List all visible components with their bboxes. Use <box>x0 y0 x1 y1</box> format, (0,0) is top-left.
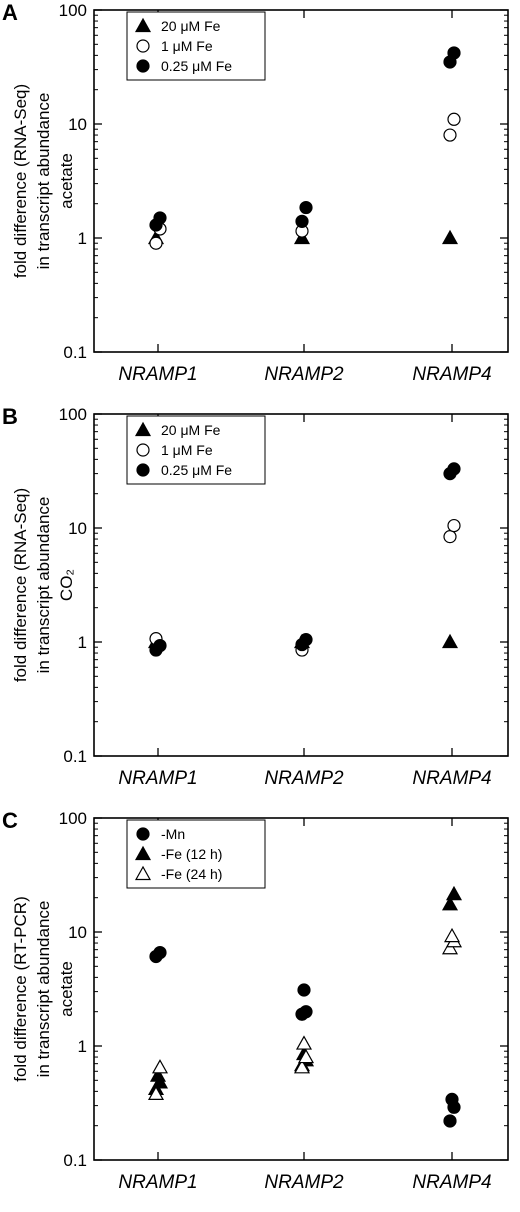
legend-label: 1 μM Fe <box>161 38 213 54</box>
data-point <box>297 983 311 997</box>
data-point <box>153 211 167 225</box>
data-point <box>447 112 461 126</box>
data-point <box>445 885 463 901</box>
y-tick-label: 100 <box>59 1 87 20</box>
legend-label: -Fe (12 h) <box>161 846 222 862</box>
legend-label: -Fe (24 h) <box>161 866 222 882</box>
chart-panel-c: C 0.1 1 10 100 NRAMP1 NRAMP2 NRAMP4 fold differe… <box>0 808 520 1212</box>
y-tick-label: 100 <box>59 405 87 424</box>
data-point <box>149 236 163 250</box>
data-point <box>299 200 313 215</box>
legend-label: -Mn <box>161 826 185 842</box>
data-point <box>293 1059 311 1074</box>
data-point <box>447 46 461 60</box>
data-point <box>443 927 461 943</box>
data-point <box>447 462 461 476</box>
data-point <box>295 1035 313 1050</box>
y-tick-label: 10 <box>68 115 87 134</box>
plot-frame <box>93 9 509 353</box>
chart-svg-a: A 0.1 1 10 100 NRAMP1 NRAMP2 NRAMP4 fold differe… <box>2 0 509 385</box>
data-point <box>151 1059 169 1074</box>
data-point <box>443 128 457 142</box>
legend-marker <box>136 443 150 457</box>
y-axis-title-line: in transcript abundance <box>34 497 53 674</box>
legend-marker <box>134 17 152 33</box>
legend-label: 0.25 μM Fe <box>161 58 232 74</box>
x-category-label: NRAMP4 <box>412 768 491 789</box>
chart-panel-a: A 0.1 1 10 100 NRAMP1 NRAMP2 NRAMP4 fold differe… <box>0 0 520 404</box>
data-point <box>147 1085 165 1101</box>
legend-label: 1 μM Fe <box>161 442 213 458</box>
chart-panel-b: B 0.1 1 10 100 NRAMP1 NRAMP2 NRAMP4 fold differe… <box>0 404 520 808</box>
y-axis-title-line: fold difference (RNA-Seq) <box>11 84 30 278</box>
legend-label: 20 μM Fe <box>161 422 221 438</box>
data-point <box>443 1114 457 1128</box>
y-axis-title-line: in transcript abundance <box>34 93 53 270</box>
legend-box <box>126 415 266 485</box>
legend-marker <box>136 463 150 477</box>
legend-label: 20 μM Fe <box>161 18 221 34</box>
y-tick-label: 10 <box>68 923 87 942</box>
data-point <box>149 1067 167 1082</box>
data-point <box>441 229 459 245</box>
data-point <box>299 1005 313 1019</box>
y-tick-label: 0.1 <box>63 1151 87 1170</box>
y-tick-label: 10 <box>68 519 87 538</box>
legend-box <box>126 819 266 889</box>
plot-frame <box>93 413 509 757</box>
x-category-label: NRAMP2 <box>264 1172 344 1193</box>
data-point <box>441 940 459 955</box>
data-point <box>299 632 313 647</box>
x-category-label: NRAMP2 <box>264 768 344 789</box>
legend-marker <box>134 421 152 437</box>
panel-letter: C <box>2 808 18 833</box>
y-tick-label: 1 <box>78 1037 87 1056</box>
x-category-label: NRAMP1 <box>118 1172 197 1193</box>
legend-box <box>126 11 266 81</box>
x-category-label: NRAMP2 <box>264 364 344 385</box>
data-point <box>441 896 459 911</box>
y-tick-label: 0.1 <box>63 343 87 362</box>
x-category-label: NRAMP4 <box>412 1172 491 1193</box>
data-point <box>447 518 461 533</box>
data-point <box>445 1092 459 1107</box>
y-axis-title-line: CO₂ <box>57 569 76 601</box>
legend-label: 0.25 μM Fe <box>161 462 232 478</box>
data-point <box>153 638 167 653</box>
y-tick-label: 1 <box>78 229 87 248</box>
y-axis-title-line: fold difference (RNA-Seq) <box>11 488 30 682</box>
legend-marker <box>134 865 152 881</box>
x-category-label: NRAMP1 <box>118 768 197 789</box>
panel-letter: B <box>2 404 18 429</box>
data-point <box>443 530 457 544</box>
legend-marker <box>134 845 152 861</box>
y-axis-title-line: acetate <box>57 961 76 1017</box>
data-point <box>295 214 309 228</box>
x-category-label: NRAMP1 <box>118 364 197 385</box>
legend-marker <box>136 827 150 841</box>
data-point <box>297 1048 315 1064</box>
y-tick-label: 0.1 <box>63 747 87 766</box>
y-axis-title-line: acetate <box>57 153 76 209</box>
x-category-label: NRAMP4 <box>412 364 491 385</box>
y-axis-title-line: in transcript abundance <box>34 901 53 1078</box>
y-tick-label: 1 <box>78 633 87 652</box>
chart-svg-c: C 0.1 1 10 100 NRAMP1 NRAMP2 NRAMP4 fold differe… <box>2 808 509 1193</box>
data-point <box>153 945 167 960</box>
data-point <box>441 633 459 649</box>
y-tick-label: 100 <box>59 809 87 828</box>
chart-svg-b: B 0.1 1 10 100 NRAMP1 NRAMP2 NRAMP4 fold differe… <box>2 404 509 789</box>
legend-marker <box>136 39 150 53</box>
legend-marker <box>136 59 150 73</box>
plot-frame <box>93 817 509 1161</box>
panel-letter: A <box>2 0 18 25</box>
y-axis-title-line: fold difference (RT-PCR) <box>11 896 30 1082</box>
